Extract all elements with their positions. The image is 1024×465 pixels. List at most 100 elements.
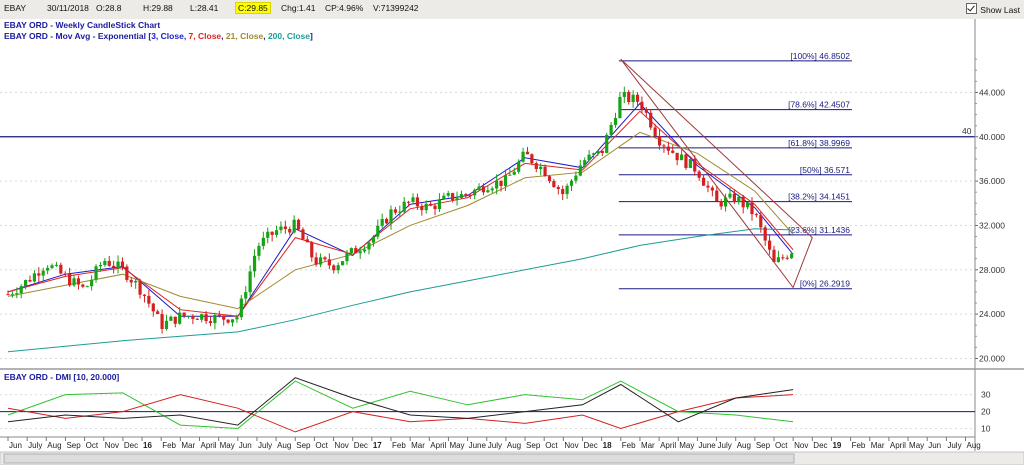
ema-legend-token: , bbox=[221, 31, 226, 41]
candle-body bbox=[424, 203, 428, 211]
candle-body bbox=[578, 165, 582, 176]
fibonacci-retracement[interactable]: [100%] 46.8502 [78.6%] 42.4507 [61.8%] 38.… bbox=[618, 51, 852, 290]
candle-body bbox=[345, 253, 349, 262]
candle-body bbox=[24, 280, 28, 287]
ema-legend-token: 200, Close bbox=[268, 31, 310, 41]
candle-body bbox=[266, 231, 270, 238]
symbol-label: EBAY bbox=[4, 3, 27, 13]
candle-body bbox=[208, 321, 213, 324]
candle-body bbox=[644, 109, 648, 113]
candle-body bbox=[32, 273, 37, 282]
triangle-outline bbox=[620, 58, 813, 289]
x-tick-label: Aug bbox=[277, 441, 291, 450]
x-tick-label: Jun bbox=[928, 441, 941, 450]
candle-body bbox=[279, 226, 283, 231]
candle-body bbox=[671, 150, 675, 153]
x-tick-label: Oct bbox=[86, 441, 99, 450]
x-tick-label: June bbox=[469, 441, 487, 450]
candle-body bbox=[226, 319, 230, 323]
candle-body bbox=[468, 195, 472, 197]
candle-body bbox=[543, 166, 547, 177]
horizontal-line-label: 40 bbox=[962, 126, 972, 136]
candle-body bbox=[296, 219, 301, 230]
candle-body bbox=[384, 218, 389, 224]
candle-body bbox=[186, 316, 191, 318]
candle-body bbox=[684, 154, 688, 168]
x-tick-label: Oct bbox=[315, 441, 328, 450]
x-tick-label: Oct bbox=[545, 441, 558, 450]
x-tick-label: Aug bbox=[737, 441, 751, 450]
candle-body bbox=[556, 187, 560, 190]
candle-body bbox=[657, 136, 662, 146]
candle-body bbox=[336, 265, 340, 271]
candle-body bbox=[362, 249, 367, 252]
candle-body bbox=[587, 154, 591, 161]
x-tick-label: Sep bbox=[526, 441, 541, 450]
chart-canvas[interactable]: [100%] 46.8502 [78.6%] 42.4507 [61.8%] 38.… bbox=[0, 19, 1024, 465]
candle-body bbox=[37, 273, 41, 276]
ema-legend-token: 21, Close bbox=[226, 31, 264, 41]
candle-body bbox=[402, 201, 406, 212]
dmi-series bbox=[7, 377, 794, 433]
x-tick-label: Sep bbox=[296, 441, 311, 450]
candle-body bbox=[640, 101, 644, 110]
candle-body bbox=[741, 196, 745, 208]
candle-body bbox=[750, 202, 754, 215]
candle-body bbox=[257, 245, 261, 256]
candle-body bbox=[288, 228, 292, 233]
candle-body bbox=[252, 255, 257, 272]
candle-body bbox=[591, 153, 596, 155]
candle-body bbox=[283, 226, 287, 229]
x-tick-label: Jun bbox=[239, 441, 252, 450]
time-axis[interactable]: Jun July Aug Sep Oct Nov Dec 16 Feb Mar April May Ju… bbox=[7, 437, 981, 450]
x-tick-label: July bbox=[258, 441, 272, 450]
candle-body bbox=[407, 201, 411, 203]
fib-level-label: [61.8%] 38.9969 bbox=[788, 138, 850, 148]
candle-body bbox=[156, 311, 160, 315]
x-tick-label: April bbox=[201, 441, 217, 450]
x-tick-label: Dec bbox=[813, 441, 827, 450]
scrollbar-thumb[interactable] bbox=[3, 453, 795, 464]
candle-body bbox=[495, 180, 499, 189]
x-tick-label: May bbox=[679, 441, 694, 450]
x-tick-label: Nov bbox=[105, 441, 119, 450]
candle-body bbox=[785, 257, 789, 259]
x-tick-label: May bbox=[449, 441, 464, 450]
price-axis: 20.000 24.000 28.000 32.000 36.000 40.000 44.0… bbox=[974, 19, 1005, 451]
candle-body bbox=[429, 203, 433, 206]
candle-body bbox=[512, 171, 516, 175]
change-value: Chg:1.41 bbox=[281, 3, 316, 13]
candle-body bbox=[569, 180, 574, 186]
candle-body bbox=[116, 261, 120, 268]
x-tick-label: July bbox=[488, 441, 502, 450]
candle-body bbox=[112, 265, 116, 268]
candle-body bbox=[521, 151, 525, 162]
checkbox-checked-icon[interactable] bbox=[966, 3, 978, 14]
triangle-pattern[interactable] bbox=[620, 58, 813, 289]
x-tick-label: Mar bbox=[181, 441, 195, 450]
show-last-checkbox[interactable]: Show Last bbox=[966, 3, 1020, 15]
dmi-line bbox=[7, 380, 794, 430]
x-tick-label: April bbox=[890, 441, 906, 450]
x-tick-label: Mar bbox=[411, 441, 425, 450]
candle-body bbox=[182, 312, 186, 317]
x-tick-label: Sep bbox=[756, 441, 771, 450]
x-tick-label: Aug bbox=[507, 441, 521, 450]
candle-body bbox=[679, 154, 684, 161]
x-tick-label: Dec bbox=[124, 441, 138, 450]
candle-body bbox=[530, 154, 534, 164]
candle-body bbox=[600, 150, 604, 154]
price-and-ema-series bbox=[6, 86, 794, 353]
x-tick-label: Nov bbox=[335, 441, 349, 450]
candle-body bbox=[85, 286, 89, 288]
candle-body bbox=[393, 209, 398, 213]
ema-legend: EBAY ORD - Mov Avg - Exponential [3, Clo… bbox=[4, 31, 313, 41]
candle-body bbox=[164, 320, 169, 330]
x-tick-label: Aug bbox=[967, 441, 981, 450]
horizontal-line-40[interactable]: 40 bbox=[0, 126, 975, 138]
candle-body bbox=[459, 194, 464, 199]
x-tick-label: May bbox=[909, 441, 924, 450]
price-tick-label: 36.000 bbox=[979, 176, 1005, 186]
candle-body bbox=[332, 265, 336, 271]
candle-body bbox=[46, 267, 50, 271]
